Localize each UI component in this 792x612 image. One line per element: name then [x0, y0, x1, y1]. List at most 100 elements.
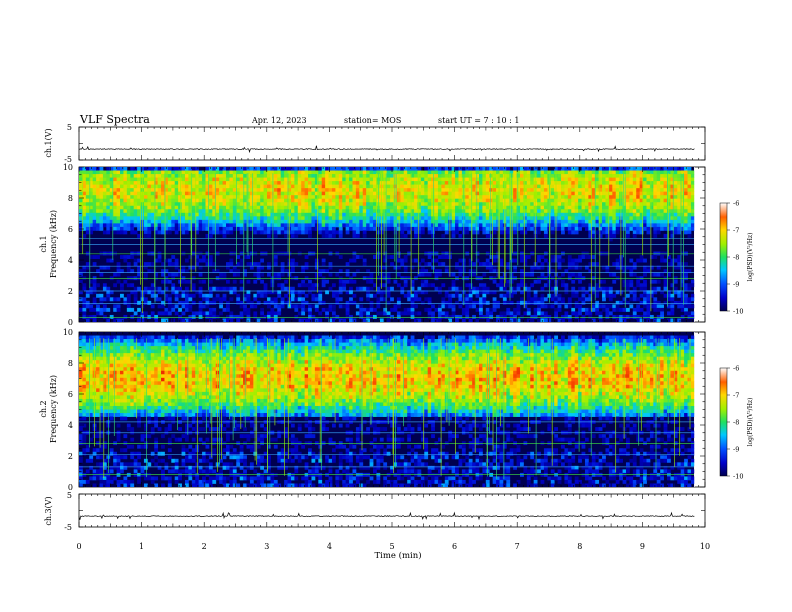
spectrogram-cell: [154, 188, 159, 193]
spectrogram-cell: [273, 304, 278, 309]
spectrogram-cell: [632, 293, 637, 298]
spectrogram-cell: [284, 184, 288, 189]
spectrogram-cell: [253, 191, 258, 196]
spectrogram-cell: [509, 318, 514, 322]
spectrogram-cell: [212, 205, 217, 210]
spectrogram-cell: [537, 276, 541, 281]
spectrogram-cell: [414, 167, 418, 171]
spectrogram-cell: [280, 167, 285, 171]
spectrogram-cell: [588, 297, 593, 302]
spectrogram-cell: [444, 212, 449, 217]
spectrogram-cell: [523, 304, 528, 309]
spectrogram-cell: [236, 293, 241, 298]
spectrogram-cell: [349, 195, 353, 200]
spectrogram-cell: [280, 297, 285, 302]
spectrogram-cell: [116, 272, 121, 277]
spectrogram-cell: [400, 191, 405, 196]
spectrogram-cell: [157, 226, 162, 231]
spectrogram-cell: [444, 265, 449, 270]
spectrogram-cell: [191, 300, 196, 305]
spectrogram-cell: [253, 230, 258, 235]
spectrogram-cell: [133, 195, 138, 200]
spectrogram-cell: [154, 219, 159, 224]
spectrogram-cell: [273, 170, 278, 175]
spectrogram-cell: [513, 167, 517, 171]
spectrogram-cell: [184, 293, 189, 298]
spectrogram-cell: [612, 293, 617, 298]
spectrogram-cell: [82, 265, 87, 270]
spectrogram-cell: [520, 167, 524, 171]
spectrogram-cell: [301, 318, 306, 322]
spectrogram-cell: [612, 272, 617, 277]
spectrogram-cell: [369, 314, 374, 319]
spectrogram-cell: [106, 212, 111, 217]
spectrogram-cell: [581, 198, 586, 203]
spectrogram-cell: [263, 170, 268, 175]
spectrogram-cell: [366, 226, 370, 231]
spectrogram-cell: [335, 272, 340, 277]
spectrogram-cell: [338, 184, 343, 189]
spectrogram-cell: [335, 230, 340, 235]
spectrogram-cell: [349, 300, 353, 305]
spectrogram-cell: [85, 205, 90, 210]
spectrogram-cell: [441, 283, 446, 288]
spectrogram-cell: [451, 307, 456, 312]
spectrogram-cell: [96, 184, 100, 189]
spectrogram-cell: [434, 191, 439, 196]
spectrogram-cell: [386, 177, 391, 182]
spectrogram-cell: [311, 181, 316, 186]
spectrogram-cell: [373, 209, 377, 214]
spectrogram-cell: [318, 290, 323, 295]
spectrogram-cell: [89, 226, 94, 231]
spectrogram-cell: [314, 181, 319, 186]
spectrogram-cell: [256, 167, 261, 171]
spectrogram-cell: [567, 177, 572, 182]
spectrogram-cell: [263, 167, 268, 171]
spectrogram-cell: [557, 174, 562, 178]
spectrogram-cell: [147, 290, 152, 295]
spectrogram-cell: [636, 202, 641, 207]
spectrogram-cell: [236, 226, 241, 231]
spectrogram-cell: [164, 170, 169, 175]
spectrogram-cell: [625, 212, 630, 217]
spectrogram-cell: [280, 219, 285, 224]
spectrogram-cell: [437, 318, 442, 322]
spectrogram-cell: [653, 198, 658, 203]
spectrogram-cell: [410, 174, 415, 178]
spectrogram-cell: [591, 205, 596, 210]
spectrogram-cell: [202, 191, 206, 196]
spectrogram-cell: [133, 209, 138, 214]
spectrogram-cell: [246, 255, 251, 259]
spectrogram-cell: [297, 195, 302, 200]
spectrogram-cell: [229, 226, 234, 231]
spectrogram-cell: [643, 184, 647, 189]
spectrogram-cell: [311, 167, 316, 171]
spectrogram-cell: [431, 170, 435, 175]
spectrogram-cell: [550, 191, 555, 196]
spectrogram-cell: [260, 279, 265, 284]
spectrogram-cell: [294, 191, 299, 196]
spectrogram-cell: [472, 198, 476, 203]
spectrogram-cell: [219, 276, 223, 281]
spectrogram-cell: [222, 195, 227, 200]
spectrogram-cell: [455, 219, 459, 224]
spectrogram-cell: [208, 167, 213, 171]
spectrogram-cell: [256, 170, 261, 175]
spectrogram-cell: [472, 223, 476, 228]
spectrogram-cell: [328, 216, 333, 221]
spectrogram-cell: [92, 262, 97, 267]
spectrogram-cell: [386, 184, 391, 189]
spectrogram-cell: [540, 272, 545, 277]
spectrogram-cell: [349, 202, 353, 207]
spectrogram-cell: [198, 195, 203, 200]
spectrogram-cell: [133, 198, 138, 203]
spectrogram-cell: [458, 216, 463, 221]
spectrogram-cell: [468, 283, 473, 288]
spectrogram-cell: [461, 318, 466, 322]
spectrogram-cell: [567, 219, 572, 224]
spectrogram-cell: [311, 202, 316, 207]
spectrogram-cell: [239, 230, 244, 235]
spectrogram-cell: [649, 314, 654, 319]
spectrogram-cell: [403, 311, 408, 316]
spectrogram-cell: [557, 216, 562, 221]
